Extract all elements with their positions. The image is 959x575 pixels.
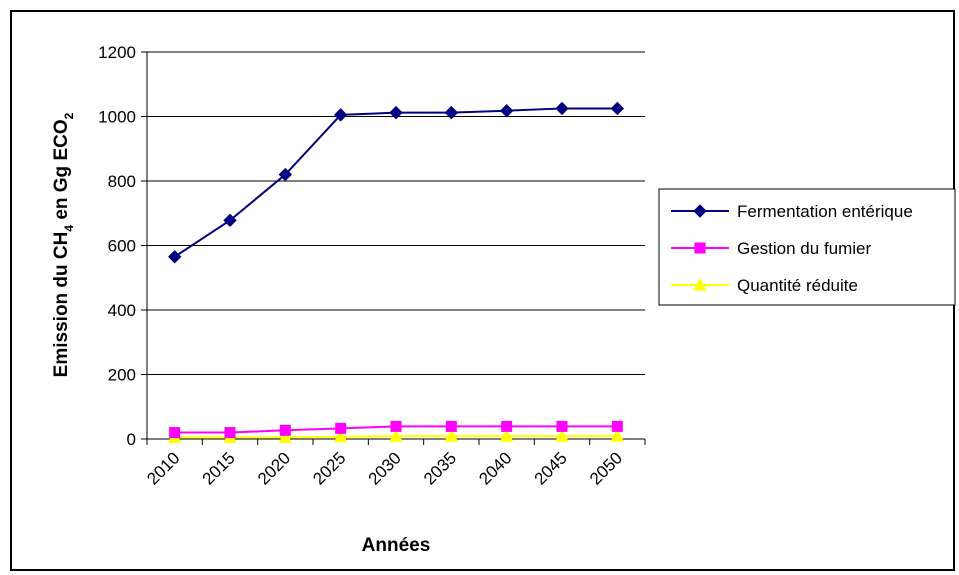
point-Quantité réduite-2050 bbox=[610, 429, 625, 442]
legend-label-Fermentation entérique: Fermentation entérique bbox=[737, 202, 913, 221]
legend-marker-Gestion du fumier bbox=[694, 242, 706, 254]
point-Fermentation entérique-2025 bbox=[333, 108, 348, 122]
x-tick-label-2045: 2045 bbox=[531, 448, 571, 488]
point-Quantité réduite-2040 bbox=[499, 429, 514, 442]
point-Gestion du fumier-2030 bbox=[390, 420, 402, 432]
point-Fermentation entérique-2020 bbox=[278, 167, 293, 182]
point-Gestion du fumier-2025 bbox=[335, 422, 347, 434]
x-tick-label-2050: 2050 bbox=[586, 448, 626, 488]
series-Fermentation entérique bbox=[167, 101, 625, 264]
point-Gestion du fumier-2040 bbox=[501, 420, 513, 432]
x-tick-labels: 2010 2015 2020 2025 2030 2035 2040 2045 2050 bbox=[143, 448, 626, 488]
legend-label-Quantité réduite: Quantité réduite bbox=[737, 276, 858, 295]
point-Gestion du fumier-2035 bbox=[445, 420, 457, 432]
series-layer bbox=[167, 101, 625, 443]
y-tick-label-1200: 1200 bbox=[98, 43, 136, 62]
legend: Fermentation entérique Gestion du fumier Q… bbox=[658, 188, 956, 306]
series-line-Fermentation entérique bbox=[174, 107, 618, 258]
point-Fermentation entérique-2045 bbox=[555, 101, 569, 116]
y-tick-label-800: 800 bbox=[108, 172, 136, 191]
legend-marker-Fermentation entérique bbox=[693, 204, 707, 218]
x-tick-label-2010: 2010 bbox=[143, 448, 183, 488]
y-tick-label-0: 0 bbox=[127, 430, 136, 449]
y-axis-title: Emission du CH4 en Gg ECO2 bbox=[51, 112, 76, 377]
point-Gestion du fumier-2010 bbox=[169, 427, 181, 439]
point-Fermentation entérique-2035 bbox=[444, 105, 459, 120]
point-Gestion du fumier-2020 bbox=[279, 424, 291, 436]
x-tick-label-2020: 2020 bbox=[254, 448, 294, 488]
y-tick-label-1000: 1000 bbox=[98, 108, 136, 127]
y-axis-title-sub: 4 bbox=[62, 225, 76, 232]
point-Gestion du fumier-2050 bbox=[611, 420, 623, 432]
point-Gestion du fumier-2045 bbox=[556, 420, 568, 432]
x-tick-label-2040: 2040 bbox=[475, 448, 515, 488]
point-Quantité réduite-2035 bbox=[444, 429, 459, 442]
grid-lines bbox=[147, 51, 645, 375]
legend-label-Gestion du fumier: Gestion du fumier bbox=[737, 239, 872, 258]
y-axis-title-main: Emission du CH bbox=[51, 232, 72, 378]
point-Quantité réduite-2025 bbox=[333, 429, 348, 443]
y-tick-label-600: 600 bbox=[108, 237, 136, 256]
point-Fermentation entérique-2050 bbox=[610, 101, 625, 116]
y-tick-label-400: 400 bbox=[108, 301, 136, 320]
legend-marker-Quantité réduite bbox=[693, 277, 707, 291]
y-axis-title-sub2: 2 bbox=[62, 112, 76, 119]
y-tick-labels: 0 200 400 600 800 1000 1200 bbox=[98, 43, 136, 449]
x-tick-label-2030: 2030 bbox=[365, 448, 405, 488]
x-tick-label-2035: 2035 bbox=[420, 448, 460, 488]
point-Fermentation entérique-2040 bbox=[499, 103, 514, 118]
point-Fermentation entérique-2030 bbox=[389, 105, 403, 120]
point-Quantité réduite-2045 bbox=[555, 429, 569, 442]
point-Quantité réduite-2020 bbox=[278, 430, 293, 443]
point-Gestion du fumier-2015 bbox=[224, 427, 236, 439]
y-axis-title-rest: en Gg ECO bbox=[51, 119, 72, 225]
series-Gestion du fumier bbox=[169, 420, 623, 439]
x-axis-title: Années bbox=[362, 535, 431, 556]
point-Fermentation entérique-2015 bbox=[223, 213, 237, 228]
x-tick-label-2015: 2015 bbox=[199, 448, 239, 488]
point-Fermentation entérique-2010 bbox=[167, 250, 182, 264]
point-Quantité réduite-2030 bbox=[389, 429, 403, 442]
y-tick-label-200: 200 bbox=[108, 366, 136, 385]
x-tick-label-2025: 2025 bbox=[309, 448, 349, 488]
